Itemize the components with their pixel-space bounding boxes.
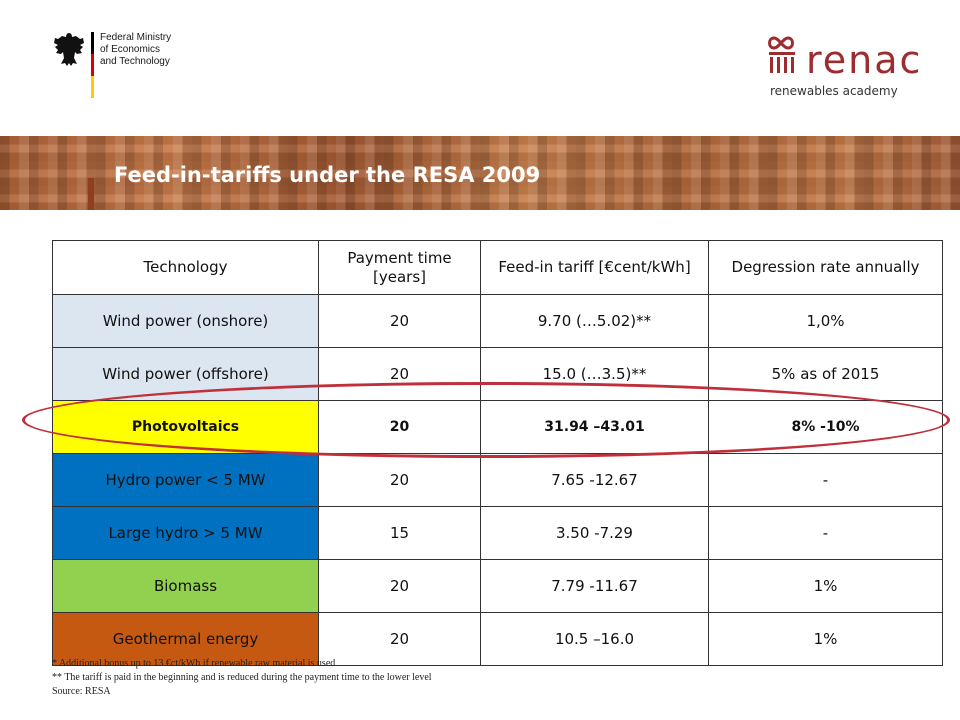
degression-cell: -	[708, 506, 943, 560]
table-row: Geothermal energy 20 10.5 –16.0 1%	[52, 612, 943, 666]
table-row: Hydro power < 5 MW 20 7.65 -12.67 -	[52, 453, 943, 507]
german-flag-stripe	[91, 32, 94, 98]
ministry-name: Federal Ministry of Economics and Techno…	[100, 32, 204, 68]
ministry-logo: Federal Ministry of Economics and Techno…	[52, 28, 202, 100]
table-row-photovoltaics: Photovoltaics 20 31.94 –43.01 8% -10%	[52, 400, 943, 454]
tariff-cell: 7.65 -12.67	[480, 453, 709, 507]
technology-cell: Photovoltaics	[52, 400, 319, 454]
ministry-line-1: Federal Ministry	[100, 32, 172, 43]
technology-cell: Hydro power < 5 MW	[52, 453, 319, 507]
payment-time-cell: 20	[318, 559, 481, 613]
payment-time-cell: 20	[318, 347, 481, 401]
ministry-line-3: and Technology	[100, 56, 170, 67]
tariff-cell: 3.50 -7.29	[480, 506, 709, 560]
feed-in-tariff-table: Technology Payment time [years] Feed-in …	[52, 240, 943, 666]
tariff-cell: 31.94 –43.01	[480, 400, 709, 454]
ministry-line-2: of Economics	[100, 44, 161, 55]
technology-cell: Wind power (offshore)	[52, 347, 319, 401]
footnote-bonus: * Additional bonus up to 13 €ct/kWh if r…	[52, 658, 336, 669]
slide-title: Feed-in-tariffs under the RESA 2009	[114, 163, 541, 187]
tariff-cell: 7.79 -11.67	[480, 559, 709, 613]
degression-cell: -	[708, 453, 943, 507]
technology-cell: Biomass	[52, 559, 319, 613]
degression-cell: 5% as of 2015	[708, 347, 943, 401]
payment-time-cell: 20	[318, 612, 481, 666]
renac-wordmark: renac	[806, 38, 923, 82]
column-header-degression-rate: Degression rate annually	[708, 240, 943, 295]
renac-logo: renac renewables academy	[766, 34, 920, 104]
degression-cell: 8% -10%	[708, 400, 943, 454]
table-row: Large hydro > 5 MW 15 3.50 -7.29 -	[52, 506, 943, 560]
footnote-tariff-reduction: ** The tariff is paid in the beginning a…	[52, 672, 432, 683]
renac-infinity-columns-icon	[768, 36, 795, 73]
footnotes: * Additional bonus up to 13 €ct/kWh if r…	[52, 657, 932, 699]
table-row: Biomass 20 7.79 -11.67 1%	[52, 559, 943, 613]
banner-accent-bar	[88, 178, 94, 210]
payment-time-cell: 20	[318, 400, 481, 454]
table-row: Wind power (offshore) 20 15.0 (…3.5)** 5…	[52, 347, 943, 401]
tariff-cell: 15.0 (…3.5)**	[480, 347, 709, 401]
tariff-cell: 10.5 –16.0	[480, 612, 709, 666]
table-row: Wind power (onshore) 20 9.70 (…5.02)** 1…	[52, 294, 943, 348]
column-header-feed-in-tariff: Feed-in tariff [€cent/kWh]	[480, 240, 709, 295]
degression-cell: 1%	[708, 559, 943, 613]
tariff-cell: 9.70 (…5.02)**	[480, 294, 709, 348]
technology-cell: Wind power (onshore)	[52, 294, 319, 348]
degression-cell: 1,0%	[708, 294, 943, 348]
renac-tagline: renewables academy	[770, 84, 898, 98]
table-header-row: Technology Payment time [years] Feed-in …	[52, 240, 943, 295]
federal-eagle-icon	[54, 33, 84, 66]
payment-time-cell: 20	[318, 294, 481, 348]
payment-time-cell: 20	[318, 453, 481, 507]
column-header-payment-time: Payment time [years]	[318, 240, 481, 295]
payment-time-cell: 15	[318, 506, 481, 560]
column-header-technology: Technology	[52, 240, 319, 295]
footnote-source: Source: RESA	[52, 686, 111, 697]
degression-cell: 1%	[708, 612, 943, 666]
technology-cell: Large hydro > 5 MW	[52, 506, 319, 560]
technology-cell: Geothermal energy	[52, 612, 319, 666]
title-banner: Feed-in-tariffs under the RESA 2009	[0, 136, 960, 210]
